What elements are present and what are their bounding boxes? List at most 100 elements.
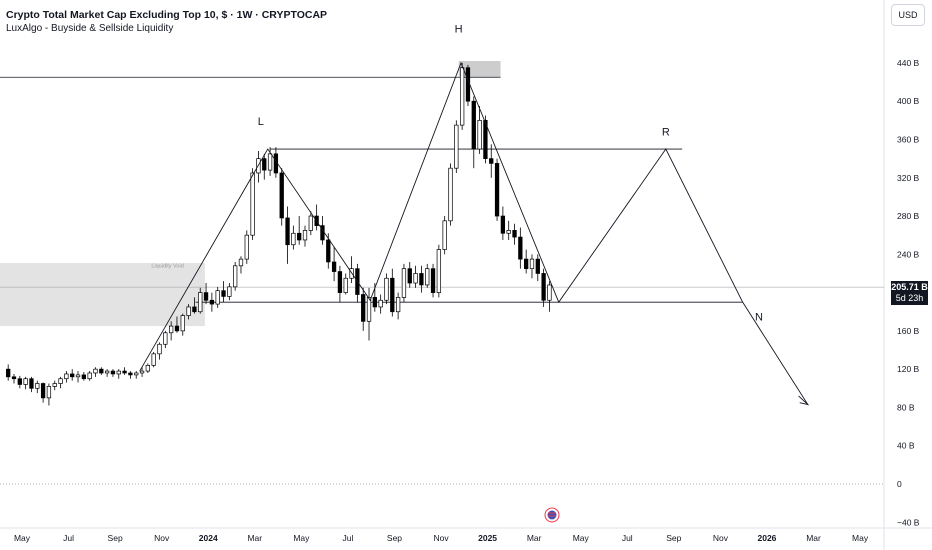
- candle-body: [454, 124, 459, 169]
- time-axis[interactable]: May Jul Sep Nov 2024 Mar May Jul Sep Nov 2025 Mar Ma…: [14, 533, 869, 543]
- candle-body: [64, 373, 69, 380]
- candle-body: [46, 386, 52, 399]
- candle-body: [378, 299, 383, 308]
- candle-body: [29, 378, 34, 389]
- candle-body: [425, 268, 430, 286]
- price-tick-label: −40 B: [897, 517, 920, 527]
- candle-body: [459, 67, 465, 126]
- time-tick-label: 2026: [757, 533, 776, 543]
- candle-body: [104, 370, 110, 374]
- candlestick-series: [6, 62, 552, 406]
- candle-body: [145, 364, 151, 372]
- candle-body: [75, 374, 81, 378]
- candle-body: [331, 261, 337, 272]
- candle-body: [361, 294, 366, 322]
- candle-body: [157, 343, 162, 355]
- candle-body: [233, 265, 238, 288]
- candle-body: [518, 236, 523, 260]
- candle-body: [180, 315, 185, 332]
- candle-body: [35, 383, 40, 389]
- price-tick-label: 120 B: [897, 364, 920, 374]
- candle-body: [407, 268, 412, 284]
- candle-body: [448, 167, 453, 222]
- candle-body: [227, 286, 232, 297]
- time-tick-label: Mar: [806, 533, 821, 543]
- candle-body: [122, 370, 127, 374]
- candle-body: [285, 217, 290, 246]
- time-tick-label: May: [852, 533, 869, 543]
- candle-body: [413, 273, 418, 284]
- candle-body: [541, 273, 546, 301]
- candle-body: [390, 277, 395, 313]
- head-and-shoulders-pattern: L H R N: [139, 23, 810, 406]
- candle-body: [110, 370, 116, 375]
- candle-body: [477, 119, 482, 150]
- candle-body: [198, 292, 203, 313]
- candle-body: [99, 368, 104, 374]
- price-tick-label: 400 B: [897, 96, 920, 106]
- candle-body: [366, 297, 372, 322]
- candle-body: [297, 232, 302, 241]
- candle-body: [547, 284, 552, 301]
- candle-body: [489, 158, 494, 164]
- time-tick-label: Mar: [247, 533, 262, 543]
- candle-body: [465, 67, 471, 102]
- candle-body: [494, 163, 500, 217]
- candle-body: [168, 325, 174, 334]
- candle-body: [384, 277, 389, 301]
- time-tick-label: Sep: [666, 533, 681, 543]
- time-tick-label: Mar: [527, 533, 542, 543]
- candle-body: [524, 258, 529, 270]
- price-tick-label: 0: [897, 479, 902, 489]
- candle-body: [436, 249, 442, 293]
- candle-body: [139, 370, 145, 374]
- candle-body: [221, 290, 226, 297]
- candle-body: [215, 290, 220, 305]
- candle-body: [471, 100, 476, 150]
- price-tick-label: 280 B: [897, 211, 920, 221]
- time-tick-label: Sep: [387, 533, 402, 543]
- pattern-path: [139, 61, 744, 372]
- horizontal-levels: [0, 76, 884, 303]
- candle-body: [372, 297, 377, 308]
- event-marker-icon[interactable]: [544, 507, 560, 523]
- candle-body: [506, 230, 511, 234]
- pattern-label-r: R: [662, 127, 670, 139]
- candle-body: [58, 378, 63, 384]
- candle-body: [442, 220, 447, 250]
- time-tick-label: Sep: [108, 533, 123, 543]
- candle-body: [40, 383, 46, 399]
- candle-body: [430, 268, 436, 293]
- candle-body: [81, 374, 86, 380]
- candle-body: [93, 368, 98, 374]
- candle-body: [302, 230, 308, 241]
- projection-arrowhead: [798, 395, 810, 406]
- time-tick-label: Jul: [63, 533, 74, 543]
- currency-button[interactable]: USD: [891, 4, 925, 26]
- time-tick-label: May: [573, 533, 590, 543]
- time-tick-label: 2025: [478, 533, 497, 543]
- candle-body: [267, 153, 273, 171]
- bar-countdown: 5d 23h: [895, 293, 924, 303]
- candle-body: [512, 230, 517, 238]
- candle-body: [52, 383, 57, 387]
- candle-body: [87, 372, 92, 380]
- last-price-value: 205.71 B: [891, 282, 928, 292]
- candle-body: [128, 372, 133, 376]
- price-tick-label: 160 B: [897, 326, 920, 336]
- projection-arrow: [742, 301, 809, 405]
- liquidity-zone-low: [0, 262, 205, 327]
- indicator-label[interactable]: LuxAlgo - Buyside & Sellside Liquidity: [6, 23, 174, 34]
- price-axis[interactable]: −40 B 0 40 B 80 B 120 B 160 B 240 B 280 B 320 B 3…: [897, 58, 920, 527]
- candle-body: [174, 325, 180, 332]
- price-tick-label: 320 B: [897, 173, 920, 183]
- time-tick-label: Nov: [713, 533, 729, 543]
- liquidity-zone-label: Liquidity Void: [151, 264, 183, 270]
- candle-body: [337, 271, 343, 293]
- candle-body: [250, 172, 255, 236]
- candle-body: [6, 368, 11, 378]
- candle-body: [483, 119, 488, 159]
- candle-body: [326, 239, 331, 263]
